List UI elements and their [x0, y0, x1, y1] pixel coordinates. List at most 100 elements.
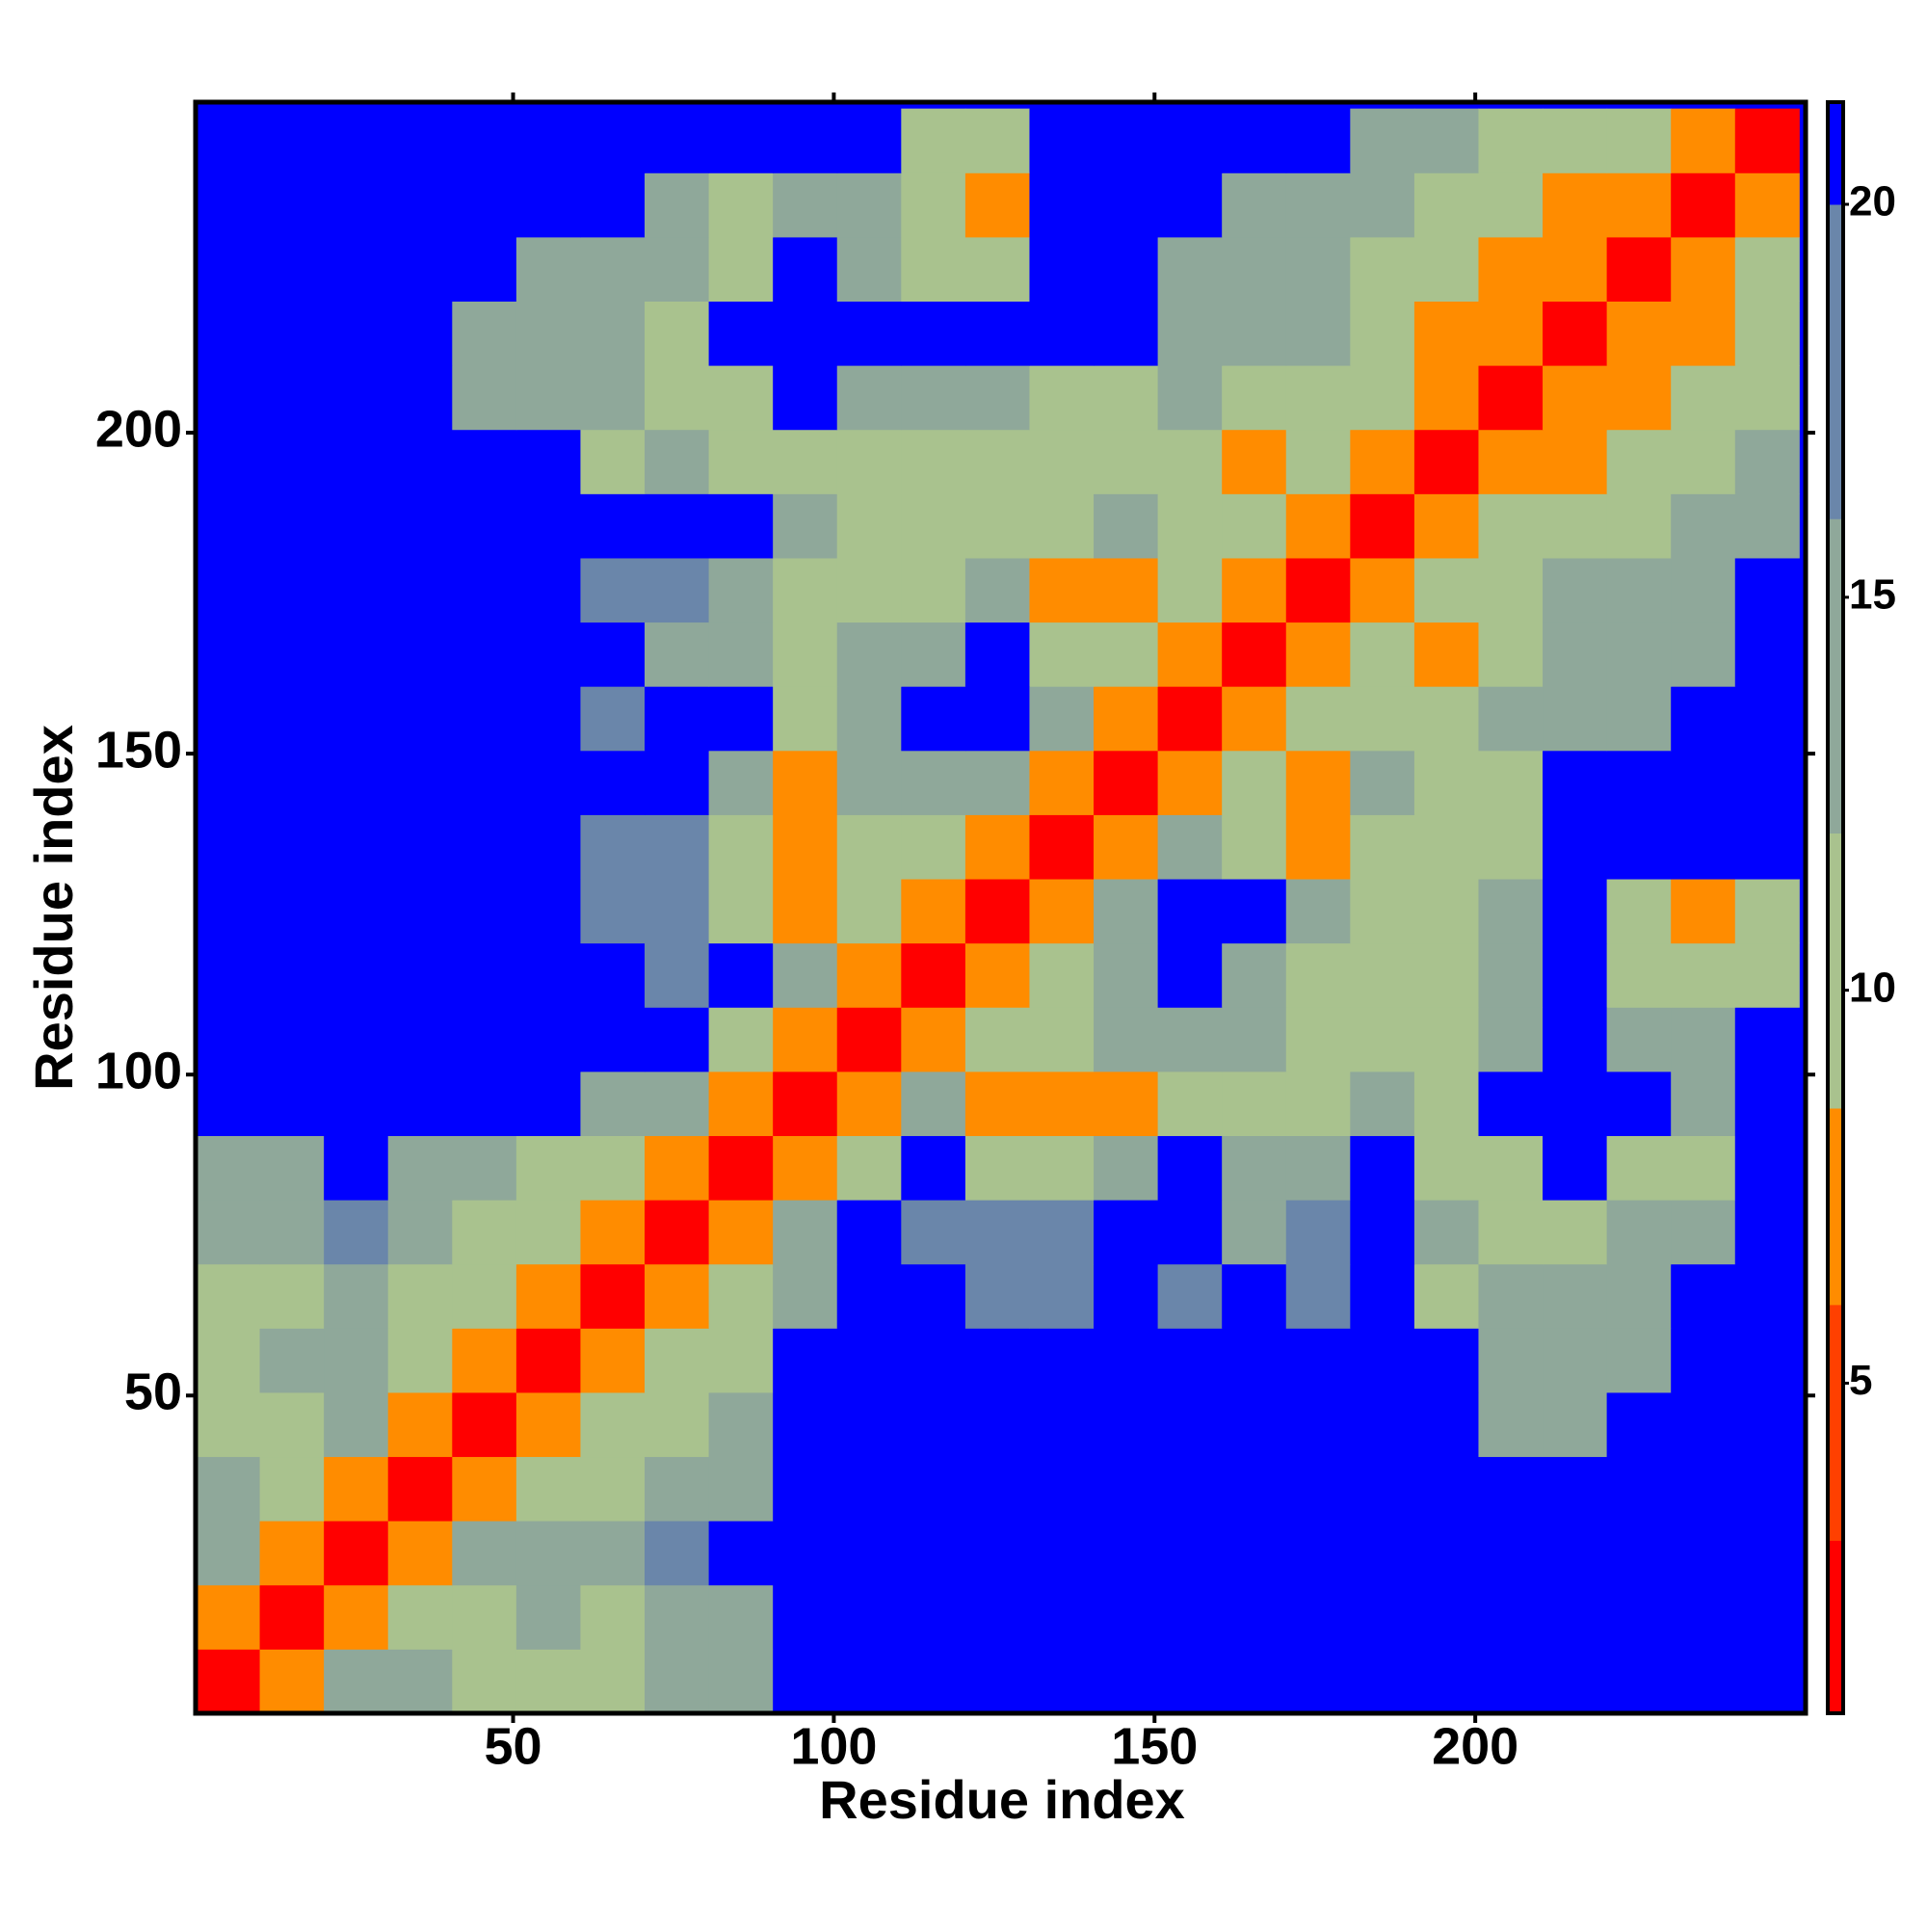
heatmap-cell	[1157, 622, 1223, 687]
heatmap-cell	[1029, 1391, 1095, 1458]
heatmap-cell	[773, 686, 838, 752]
heatmap-cell	[324, 1200, 389, 1265]
heatmap-cell	[580, 879, 646, 944]
heatmap-cell	[1350, 1649, 1415, 1714]
heatmap-cell	[1350, 301, 1415, 366]
heatmap-cell	[708, 1456, 774, 1522]
heatmap-cell	[452, 1584, 517, 1650]
heatmap-cell	[515, 814, 581, 880]
heatmap-cell	[1478, 1456, 1544, 1522]
heatmap-cell	[515, 557, 581, 623]
heatmap-cell	[1222, 365, 1287, 431]
heatmap-cell	[1543, 1649, 1608, 1714]
heatmap-cell	[645, 172, 710, 238]
heatmap-cell	[1413, 814, 1479, 880]
heatmap-cell	[1543, 1200, 1608, 1265]
heatmap-cell	[1222, 1584, 1287, 1650]
heatmap-cell	[452, 172, 517, 238]
heatmap-cell	[196, 1456, 261, 1522]
heatmap-cell	[196, 622, 261, 687]
heatmap-cell	[1029, 301, 1095, 366]
heatmap-cell	[580, 686, 646, 752]
heatmap-cell	[1606, 879, 1672, 944]
heatmap-cell	[1285, 879, 1351, 944]
x-tick-label: 50	[485, 1717, 542, 1775]
heatmap-cell	[1671, 236, 1736, 303]
heatmap-cell	[1478, 1649, 1544, 1714]
heatmap-cell	[1029, 879, 1095, 944]
heatmap-cell	[1222, 557, 1287, 623]
heatmap-cell	[1222, 1071, 1287, 1136]
heatmap-cell	[387, 1200, 453, 1265]
heatmap-cell	[259, 879, 325, 944]
heatmap-cell	[515, 686, 581, 752]
y-axis-title: Residue index	[23, 725, 84, 1091]
heatmap-cell	[1029, 1135, 1095, 1201]
heatmap-cell	[1094, 1649, 1159, 1714]
heatmap-cell	[1543, 1521, 1608, 1586]
heatmap-cell	[964, 429, 1030, 494]
heatmap-cell	[1734, 365, 1800, 431]
heatmap-cell	[1285, 622, 1351, 687]
heatmap-cell	[1478, 557, 1544, 623]
heatmap-cell	[708, 365, 774, 431]
heatmap-cell	[964, 879, 1030, 944]
heatmap-cell	[836, 1071, 902, 1136]
heatmap-cell	[1671, 493, 1736, 559]
heatmap-cell	[387, 1263, 453, 1329]
heatmap-cell	[1029, 557, 1095, 623]
heatmap-cell	[1606, 1135, 1672, 1201]
heatmap-cell	[1029, 1328, 1095, 1393]
heatmap-cell	[836, 493, 902, 559]
heatmap-cell	[1222, 429, 1287, 494]
heatmap-cell	[1029, 1263, 1095, 1329]
heatmap-cell	[1285, 108, 1351, 173]
heatmap-cell	[196, 1263, 261, 1329]
heatmap-cell	[580, 236, 646, 303]
heatmap-cell	[515, 1328, 581, 1393]
heatmap-cell	[1285, 1200, 1351, 1265]
heatmap-cell	[324, 750, 389, 815]
heatmap-cell	[1222, 686, 1287, 752]
heatmap-cell	[1606, 750, 1672, 815]
heatmap-cell	[1543, 365, 1608, 431]
heatmap-cell	[580, 1649, 646, 1714]
heatmap-cell	[964, 236, 1030, 303]
heatmap-cell	[1222, 1135, 1287, 1201]
heatmap-cell	[387, 557, 453, 623]
heatmap-cell	[1543, 1007, 1608, 1072]
heatmap-cell	[708, 879, 774, 944]
heatmap-cell	[1413, 1071, 1479, 1136]
heatmap-cell	[836, 1456, 902, 1522]
heatmap-cell	[515, 1456, 581, 1522]
heatmap-cell	[452, 1007, 517, 1072]
heatmap-cell	[708, 942, 774, 1008]
heatmap-cell	[196, 686, 261, 752]
heatmap-cell	[1157, 301, 1223, 366]
heatmap-cell	[1543, 108, 1608, 173]
heatmap-cell	[452, 1328, 517, 1393]
heatmap-cell	[964, 301, 1030, 366]
heatmap-cell	[836, 557, 902, 623]
heatmap-cell	[196, 301, 261, 366]
heatmap-cell	[259, 1200, 325, 1265]
heatmap-cell	[773, 942, 838, 1008]
heatmap-cell	[1671, 108, 1736, 173]
heatmap-cell	[773, 750, 838, 815]
heatmap-cell	[196, 1200, 261, 1265]
heatmap-cell	[1350, 1328, 1415, 1393]
heatmap-cell	[1478, 301, 1544, 366]
heatmap-cell	[1285, 301, 1351, 366]
heatmap-cell	[515, 236, 581, 303]
heatmap-cell	[1157, 942, 1223, 1008]
heatmap-cell	[1094, 1456, 1159, 1522]
heatmap-cell	[901, 1135, 966, 1201]
heatmap-cell	[515, 1649, 581, 1714]
heatmap-cell	[1029, 750, 1095, 815]
heatmap-cell	[964, 1521, 1030, 1586]
heatmap-cell	[1671, 1521, 1736, 1586]
heatmap-cell	[1094, 1135, 1159, 1201]
heatmap-cell	[964, 750, 1030, 815]
heatmap-cell	[1734, 429, 1800, 494]
heatmap-cell	[901, 301, 966, 366]
